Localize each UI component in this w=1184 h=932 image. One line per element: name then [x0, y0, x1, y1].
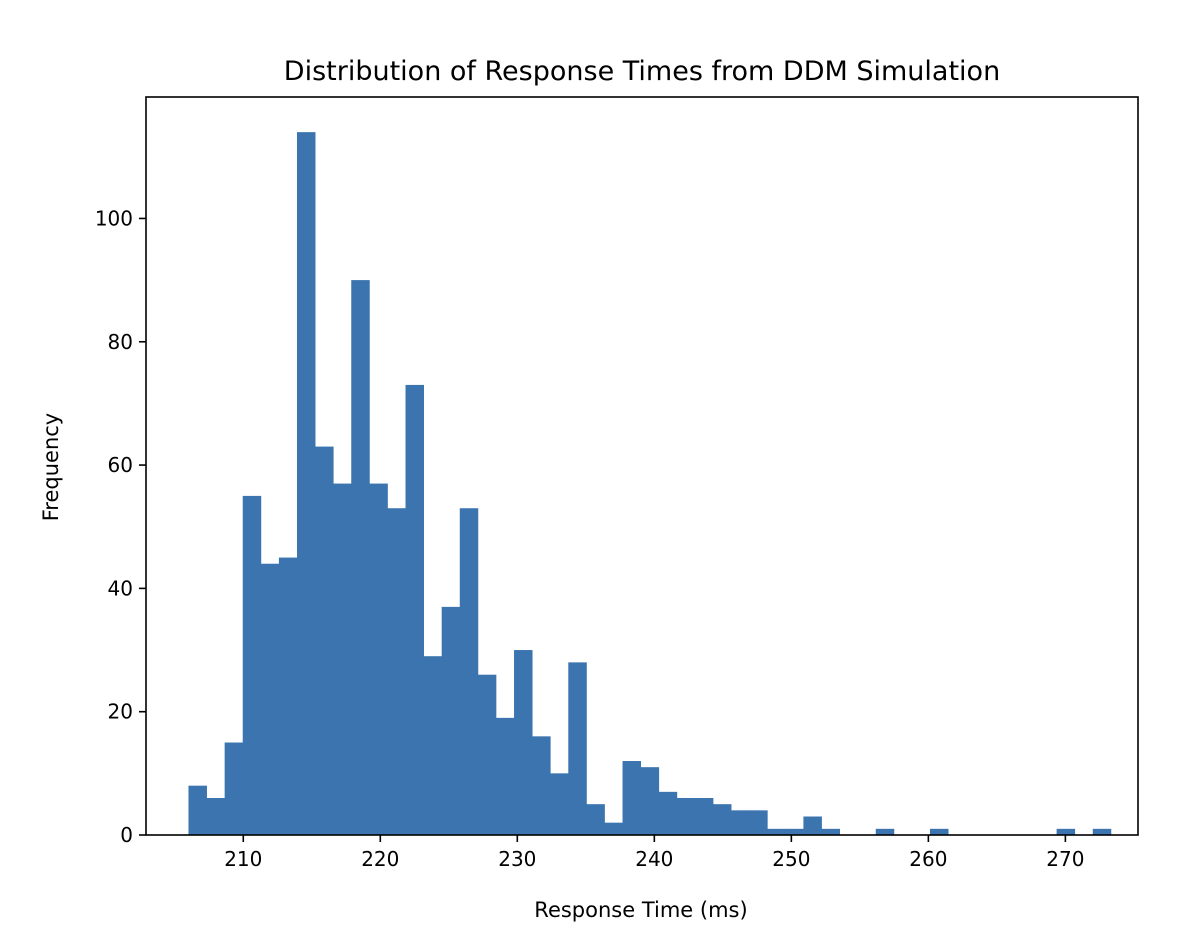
- y-tick-label: 0: [120, 823, 133, 847]
- chart-title: Distribution of Response Times from DDM …: [284, 56, 1000, 87]
- x-tick-label: 230: [498, 847, 536, 871]
- histogram-bar: [930, 828, 949, 835]
- histogram-bar: [803, 816, 822, 835]
- y-tick-label: 20: [108, 700, 133, 724]
- histogram-bar: [514, 650, 533, 835]
- histogram-bar: [604, 822, 623, 835]
- histogram-bar: [658, 791, 678, 835]
- histogram-bars: [188, 132, 1112, 835]
- histogram-bar: [749, 810, 768, 835]
- x-tick-label: 210: [224, 847, 262, 871]
- y-axis-ticks: 0 20 40 60 80 100: [95, 206, 146, 847]
- x-tick-label: 240: [635, 847, 673, 871]
- histogram-bar: [1056, 828, 1076, 835]
- histogram-bar: [767, 828, 786, 835]
- plot-frame: [145, 96, 1139, 836]
- y-tick-label: 80: [108, 330, 133, 354]
- histogram-bar: [405, 384, 424, 835]
- histogram-bar: [1092, 828, 1112, 835]
- histogram-bar: [586, 804, 605, 835]
- histogram-bar: [640, 767, 660, 835]
- histogram-bar: [495, 717, 515, 835]
- x-tick-label: 270: [1046, 847, 1084, 871]
- histogram-bar: [622, 761, 642, 835]
- x-axis-label: Response Time (ms): [534, 898, 747, 922]
- histogram-bar: [260, 563, 280, 835]
- histogram-bar: [296, 132, 316, 835]
- histogram-bar: [423, 656, 443, 835]
- x-tick-label: 260: [909, 847, 947, 871]
- histogram-bar: [532, 736, 551, 835]
- histogram-bar: [568, 662, 587, 835]
- x-tick-label: 250: [772, 847, 810, 871]
- histogram-bar: [278, 557, 298, 835]
- y-tick-label: 40: [108, 576, 133, 600]
- x-axis-ticks: 210 220 230 240 250 260 270: [224, 835, 1084, 871]
- histogram-bar: [369, 483, 388, 835]
- histogram-bar: [333, 483, 352, 835]
- x-tick-label: 220: [361, 847, 399, 871]
- histogram-bar: [351, 280, 370, 835]
- histogram-bar: [712, 804, 732, 835]
- histogram-bar: [242, 495, 262, 835]
- histogram-bar: [206, 798, 226, 835]
- histogram-bar: [188, 785, 207, 835]
- histogram-bar: [550, 773, 569, 835]
- histogram-bar: [731, 810, 750, 835]
- y-axis-label: Frequency: [39, 413, 63, 522]
- histogram-bar: [676, 798, 696, 835]
- histogram-bar: [477, 674, 497, 835]
- histogram-bar: [387, 508, 406, 835]
- y-tick-label: 60: [108, 453, 133, 477]
- y-tick-label: 100: [95, 206, 133, 230]
- histogram-bar: [224, 742, 244, 835]
- histogram-bar: [785, 828, 804, 835]
- histogram-bar: [694, 798, 714, 835]
- histogram-bar: [459, 508, 479, 835]
- histogram-bar: [441, 606, 461, 835]
- histogram-bar: [315, 446, 334, 835]
- histogram-bar: [821, 828, 840, 835]
- histogram-bar: [875, 828, 895, 835]
